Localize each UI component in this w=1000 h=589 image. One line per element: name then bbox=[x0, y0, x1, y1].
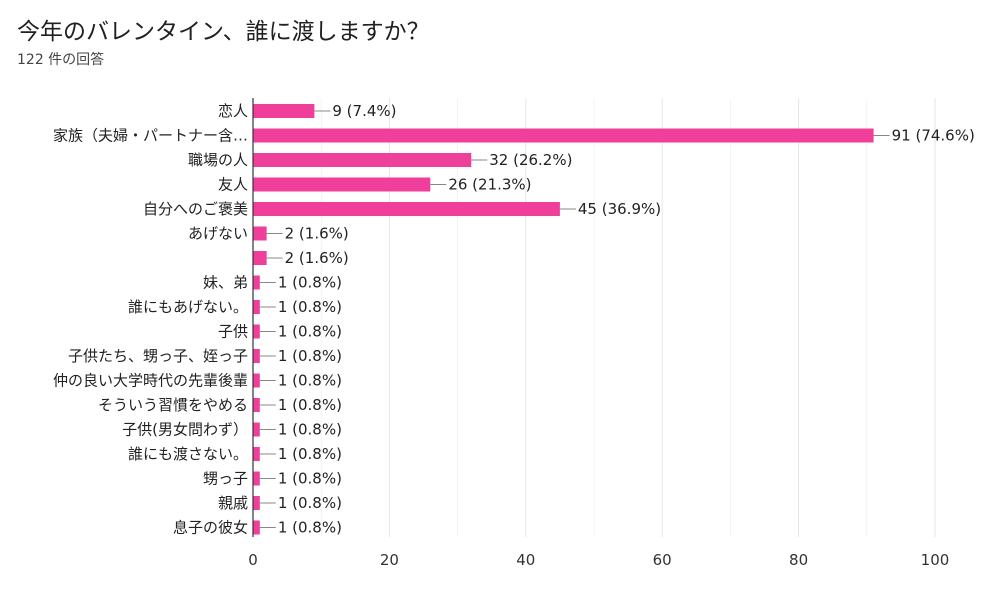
bar bbox=[253, 104, 315, 118]
category-label: 親戚 bbox=[218, 494, 248, 512]
data-label: 1 (0.8%) bbox=[278, 494, 342, 512]
bar bbox=[253, 373, 260, 388]
bar bbox=[253, 153, 472, 167]
x-tick-label: 0 bbox=[248, 551, 258, 569]
category-label: 自分へのご褒美 bbox=[143, 200, 248, 218]
bar bbox=[253, 471, 260, 486]
data-label: 32 (26.2%) bbox=[489, 151, 572, 169]
chart-title: 今年のバレンタイン、誰に渡しますか？ bbox=[17, 19, 430, 45]
category-label: 子供たち、甥っ子、姪っ子 bbox=[68, 347, 248, 365]
bar bbox=[253, 128, 874, 143]
category-label: 職場の人 bbox=[188, 151, 248, 169]
category-label: 誰にも渡さない。 bbox=[128, 445, 248, 463]
data-label: 1 (0.8%) bbox=[278, 323, 342, 341]
data-label: 1 (0.8%) bbox=[278, 445, 342, 463]
bar bbox=[253, 251, 267, 265]
data-label: 45 (36.9%) bbox=[578, 200, 661, 218]
data-label: 1 (0.8%) bbox=[278, 470, 342, 488]
bar bbox=[253, 275, 260, 290]
category-label: 子供 bbox=[218, 323, 248, 341]
bar bbox=[253, 520, 260, 535]
category-label: 甥っ子 bbox=[203, 470, 248, 488]
data-label: 1 (0.8%) bbox=[278, 421, 342, 439]
data-label: 2 (1.6%) bbox=[285, 249, 349, 267]
bar bbox=[253, 177, 431, 192]
x-tick-label: 20 bbox=[380, 551, 399, 569]
response-count: 122 件の回答 bbox=[17, 52, 105, 68]
x-tick-label: 40 bbox=[516, 551, 535, 569]
bar bbox=[253, 422, 260, 437]
data-label: 1 (0.8%) bbox=[278, 372, 342, 390]
bar bbox=[253, 349, 260, 363]
bar bbox=[253, 324, 260, 339]
bar bbox=[253, 202, 560, 216]
data-label: 9 (7.4%) bbox=[332, 102, 396, 120]
category-label: 子供(男女問わず） bbox=[122, 421, 248, 439]
x-tick-label: 60 bbox=[653, 551, 672, 569]
bar bbox=[253, 447, 260, 461]
category-label: 誰にもあげない。 bbox=[128, 298, 248, 316]
bar bbox=[253, 226, 267, 241]
data-label: 1 (0.8%) bbox=[278, 298, 342, 316]
category-label: あげない bbox=[188, 225, 248, 243]
category-label: 妹、弟 bbox=[203, 274, 248, 292]
category-label: 家族（夫婦・パートナー含… bbox=[53, 127, 248, 145]
category-label: 仲の良い大学時代の先輩後輩 bbox=[53, 372, 248, 390]
data-label: 26 (21.3%) bbox=[448, 176, 531, 194]
bar bbox=[253, 300, 260, 314]
data-label: 1 (0.8%) bbox=[278, 519, 342, 537]
category-label: 息子の彼女 bbox=[173, 519, 248, 537]
category-label: 恋人 bbox=[218, 102, 248, 120]
data-label: 1 (0.8%) bbox=[278, 347, 342, 365]
data-label: 2 (1.6%) bbox=[285, 225, 349, 243]
x-tick-label: 100 bbox=[921, 551, 950, 569]
category-label: 友人 bbox=[218, 176, 248, 194]
bar bbox=[253, 496, 260, 510]
bar bbox=[253, 398, 260, 412]
category-label: そういう習慣をやめる bbox=[98, 396, 248, 414]
data-label: 91 (74.6%) bbox=[892, 127, 975, 145]
x-tick-label: 80 bbox=[789, 551, 808, 569]
data-label: 1 (0.8%) bbox=[278, 396, 342, 414]
data-label: 1 (0.8%) bbox=[278, 274, 342, 292]
